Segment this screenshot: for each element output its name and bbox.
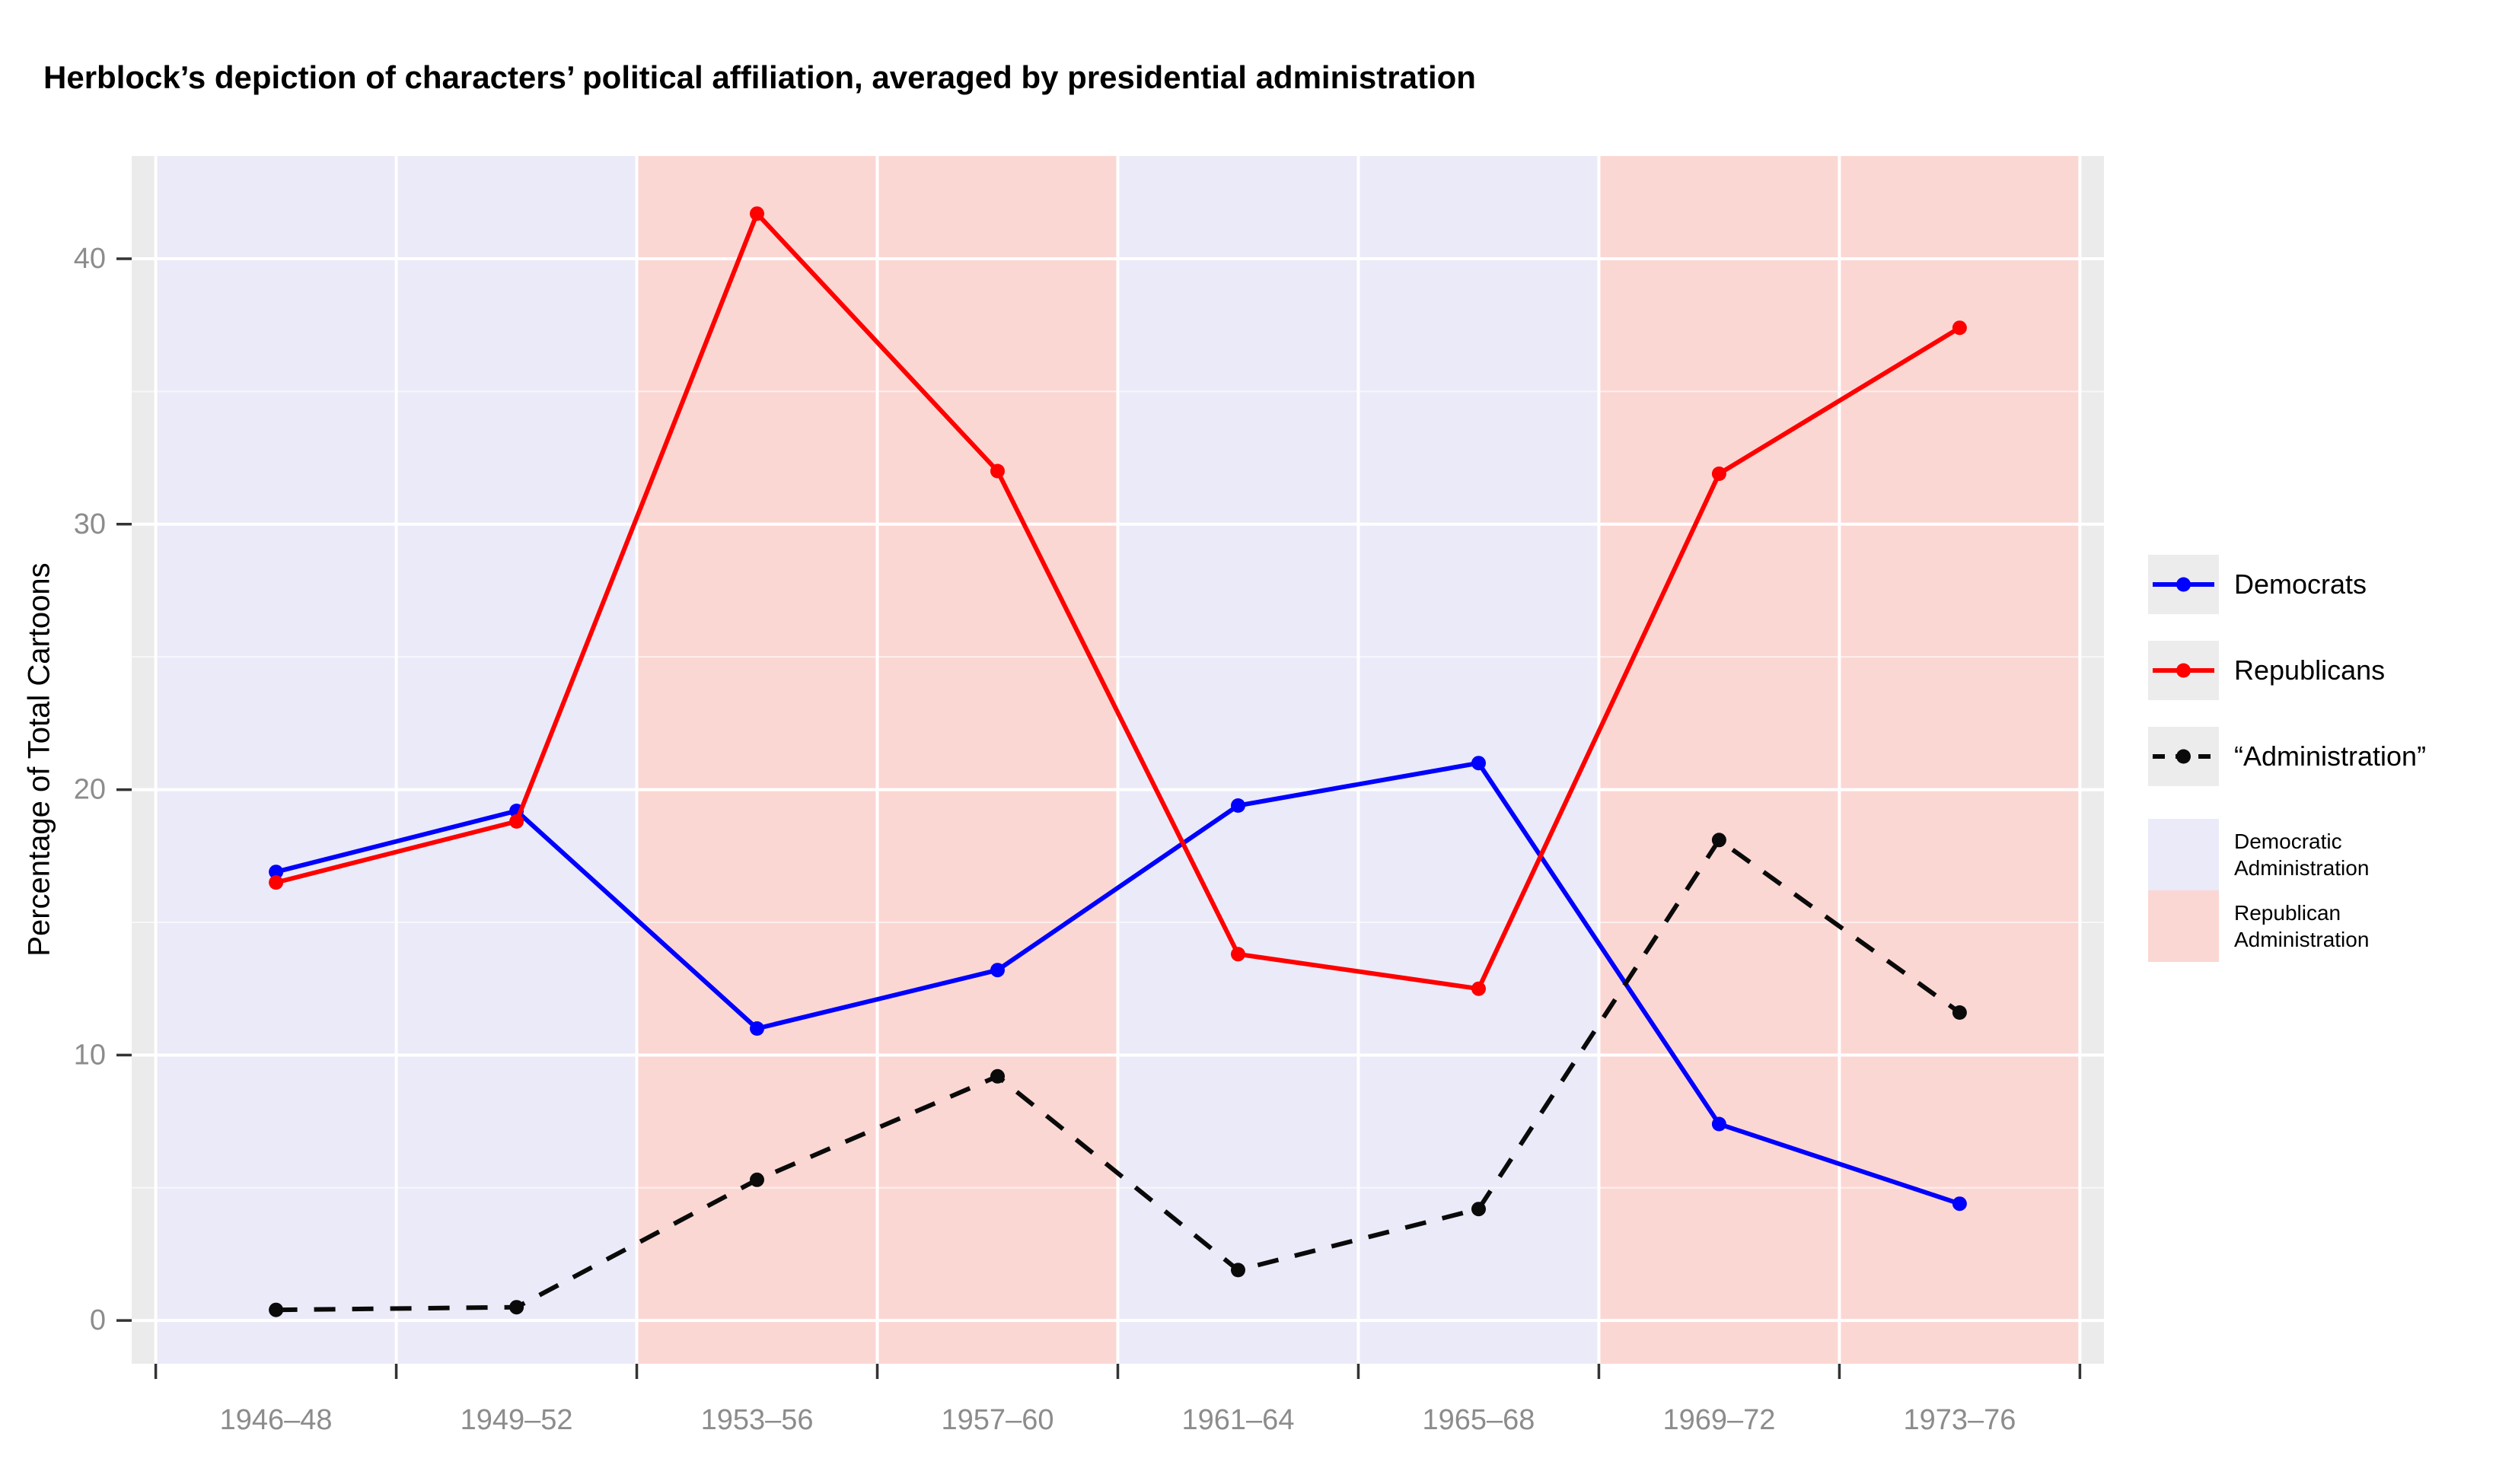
y-tick-label: 30 [74,508,106,540]
data-point [1711,1116,1726,1132]
x-tick-label: 1969–72 [1662,1404,1775,1436]
data-point [1231,947,1245,962]
chart-title: Herblock’s depiction of characters’ poli… [43,59,1476,95]
x-tick-label: 1953–56 [701,1404,814,1436]
data-point [1471,756,1486,771]
data-point [1471,1202,1486,1217]
data-point [1711,833,1726,848]
data-point [1231,798,1245,813]
series-line-democrats [275,760,1961,1206]
x-tick-label: 1965–68 [1422,1404,1535,1436]
data-point [1711,467,1726,481]
data-point [269,875,284,890]
data-point [750,206,764,221]
x-tick-label: 1957–60 [942,1404,1054,1436]
data-point [269,1302,284,1317]
data-point [750,1021,764,1036]
data-point [990,463,1005,479]
series-line-administration [276,837,1962,1313]
y-tick-label: 40 [74,243,106,275]
x-tick-label: 1946–48 [220,1404,333,1436]
x-tick-label: 1961–64 [1182,1404,1295,1436]
x-tick-label: 1949–52 [461,1404,573,1436]
y-tick-label: 20 [74,774,106,806]
series-line-republicans [275,211,1961,992]
data-point [1952,1005,1967,1020]
data-point [750,1172,764,1187]
data-point [990,1068,1005,1084]
y-tick-label: 10 [74,1039,106,1071]
data-point [990,963,1005,978]
y-tick-label: 0 [90,1304,106,1336]
data-point [1231,1263,1245,1278]
data-point [1471,981,1486,996]
data-point [1952,320,1967,336]
x-tick-label: 1973–76 [1903,1404,2016,1436]
data-point [1952,1196,1967,1212]
data-point [509,1300,524,1315]
data-point [509,814,524,829]
data-point [269,865,284,880]
